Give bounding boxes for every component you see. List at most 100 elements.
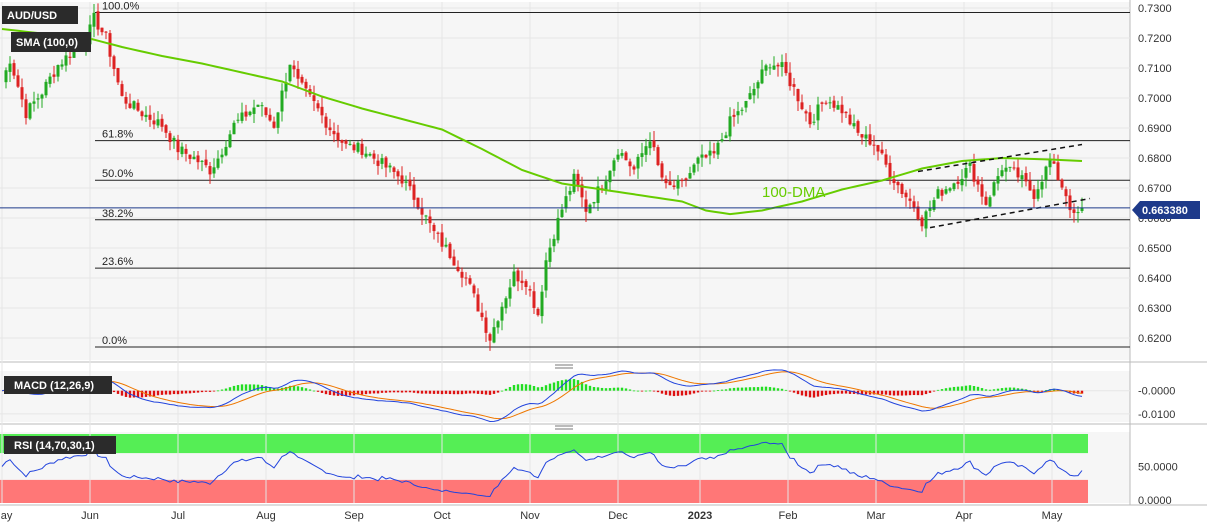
macd-histogram-bar — [516, 384, 520, 391]
candle-body — [924, 211, 928, 229]
macd-histogram-bar — [460, 390, 464, 395]
macd-histogram-bar — [152, 390, 156, 397]
candle-body — [1012, 167, 1016, 169]
macd-histogram-bar — [832, 390, 836, 395]
candle-body — [712, 151, 716, 154]
macd-histogram-bar — [888, 390, 892, 396]
macd-histogram-bar — [532, 386, 536, 391]
candle-body — [484, 317, 488, 333]
macd-histogram-bar — [160, 390, 164, 395]
candle-body — [264, 107, 268, 116]
candle-body — [404, 181, 408, 183]
candle-body — [604, 181, 608, 190]
candle-body — [676, 180, 680, 189]
candle-body — [1004, 167, 1008, 172]
candle-body — [1036, 189, 1040, 199]
macd-histogram-bar — [292, 385, 296, 391]
macd-histogram-bar — [244, 384, 248, 391]
channel-upper-line — [917, 143, 1083, 173]
candle-body — [464, 277, 468, 279]
macd-histogram-bar — [400, 390, 404, 393]
pane-resize-handle-rsi[interactable] — [555, 425, 573, 430]
macd-histogram-bar — [228, 387, 232, 391]
candle-body — [276, 112, 280, 128]
candle-body — [524, 281, 528, 287]
month-label: Aug — [256, 510, 276, 522]
macd-histogram-bar — [140, 390, 144, 398]
macd-histogram-bar — [272, 388, 276, 391]
macd-histogram-bar — [556, 381, 560, 391]
month-label: Jul — [171, 510, 185, 522]
candle-body — [776, 64, 780, 67]
candle-body — [996, 176, 1000, 184]
candle-body — [244, 111, 248, 117]
candle-body — [1052, 161, 1056, 164]
candle-body — [612, 160, 616, 171]
macd-signal-line — [1, 371, 1083, 420]
candle-body — [460, 271, 464, 278]
candle-body — [412, 184, 416, 200]
macd-histogram-bar — [600, 387, 604, 391]
macd-histogram-bar — [448, 390, 452, 395]
candle-body — [664, 178, 668, 184]
macd-histogram-bar — [264, 386, 268, 391]
macd-histogram-bar — [388, 390, 392, 393]
candle-body — [60, 64, 64, 67]
candle-body — [448, 243, 452, 258]
candle-body — [588, 204, 592, 214]
candle-body — [172, 137, 176, 142]
candle-body — [20, 87, 24, 100]
candle-body — [728, 116, 732, 137]
macd-histogram-bar — [644, 390, 648, 392]
rsi-series — [1, 441, 1083, 498]
candle-body — [740, 109, 744, 111]
dma-annotation: 100-DMA — [762, 184, 825, 201]
candle-body — [32, 101, 36, 104]
macd-histogram-bar — [956, 386, 960, 391]
candle-body — [432, 224, 436, 232]
fib-level-label: 23.6% — [102, 256, 133, 268]
candle-body — [824, 102, 828, 104]
candle-body — [764, 65, 768, 71]
macd-histogram-bar — [312, 390, 316, 392]
candle-body — [700, 154, 704, 158]
candle-body — [916, 206, 920, 220]
macd-histogram-bar — [932, 390, 936, 392]
rsi-label: RSI (14,70,30,1) — [14, 440, 95, 452]
macd-histogram-bar — [652, 390, 656, 392]
sma-label-bg — [11, 32, 91, 52]
candle-body — [668, 181, 672, 186]
macd-label-bg — [4, 376, 112, 394]
candle-body — [872, 144, 876, 146]
macd-histogram-bar — [716, 390, 720, 391]
macd-histogram-bar — [528, 384, 532, 391]
pane-resize-handle-macd[interactable] — [555, 364, 573, 369]
candle-body — [72, 49, 76, 58]
candle-body — [584, 199, 588, 212]
macd-histogram-bar — [836, 390, 840, 394]
sma-line — [1, 28, 1083, 216]
macd-histogram-bar — [964, 385, 968, 391]
macd-histogram-bar — [328, 390, 332, 395]
macd-histogram-bar — [848, 390, 852, 394]
macd-histogram-bar — [324, 390, 328, 395]
candle-body — [704, 154, 708, 158]
macd-histogram-bar — [208, 390, 212, 392]
macd-histogram-bar — [220, 389, 224, 391]
candle-body — [224, 146, 228, 156]
candle-body — [1048, 159, 1052, 168]
macd-histogram-bar — [892, 390, 896, 396]
candle-body — [52, 74, 56, 77]
candle-body — [980, 184, 984, 197]
fib-level-label: 0.0% — [102, 335, 127, 347]
candle-body — [360, 143, 364, 155]
macd-histogram-bar — [936, 389, 940, 391]
candle-body — [988, 197, 992, 207]
current-price-tag — [1132, 201, 1200, 219]
candle-body — [936, 189, 940, 199]
current-price-label: 0.663380 — [1142, 205, 1188, 217]
channel-lower-line — [929, 197, 1091, 229]
candle-body — [180, 146, 184, 155]
macd-histogram-bar — [864, 390, 868, 395]
